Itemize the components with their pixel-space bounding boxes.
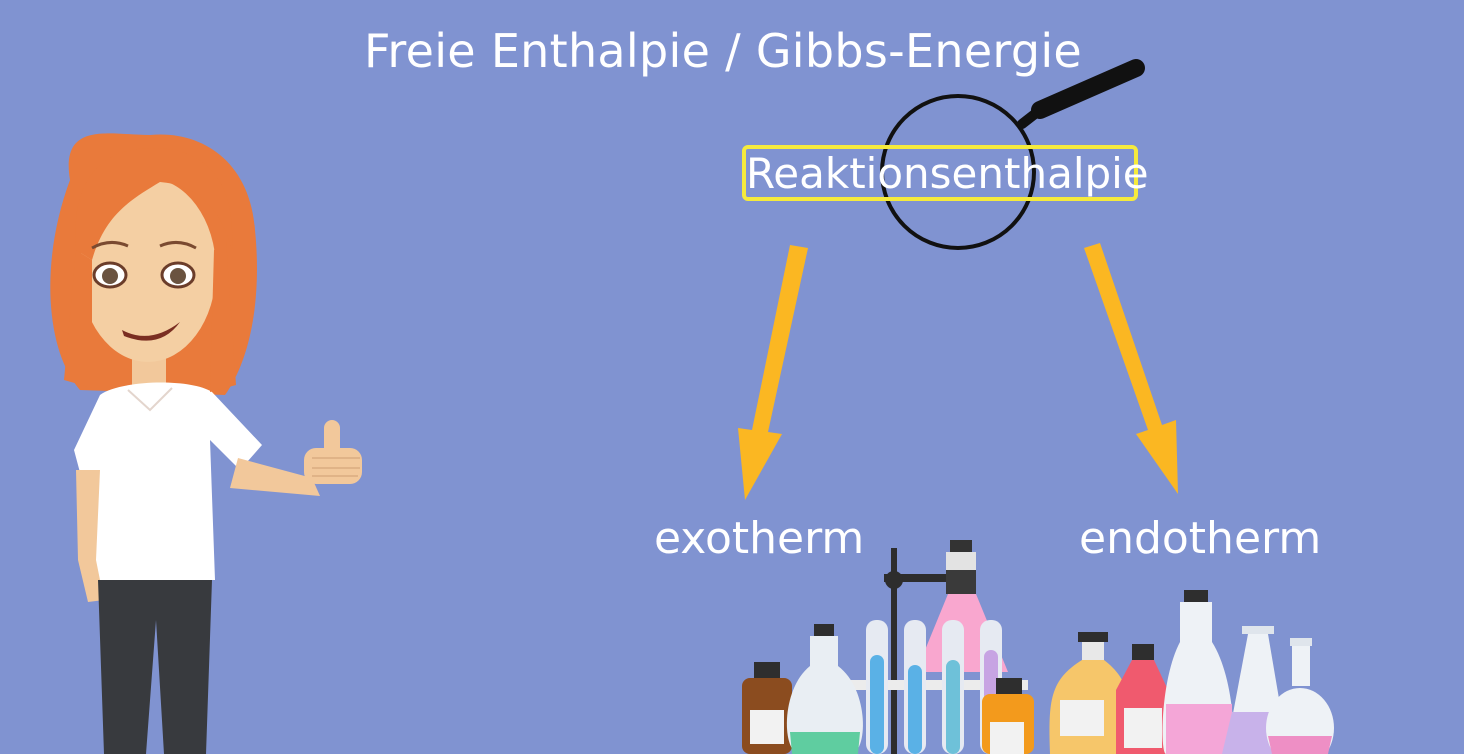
left-arrow bbox=[738, 245, 808, 500]
endotherm-label: endotherm bbox=[1079, 513, 1322, 564]
keyword-label: Reaktionsenthalpie bbox=[746, 149, 1149, 198]
keyword-highlight-box bbox=[742, 145, 1138, 201]
slide-title: Freie Enthalpie / Gibbs-Energie bbox=[364, 24, 1083, 78]
magnifying-glass-icon bbox=[880, 59, 1145, 250]
exotherm-label: exotherm bbox=[654, 513, 865, 564]
right-arrow bbox=[1084, 243, 1178, 494]
